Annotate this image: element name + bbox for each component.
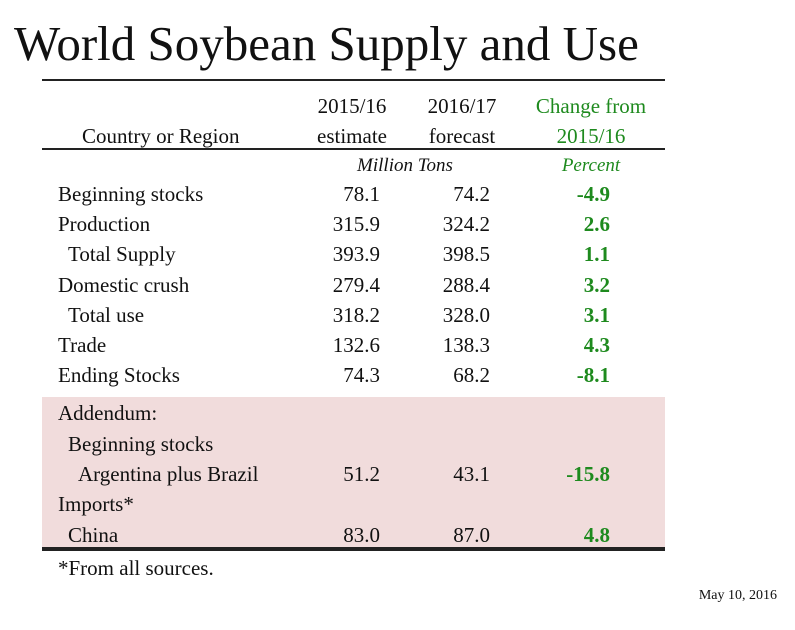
table-row: Total Supply 393.9 398.5 1.1	[0, 239, 795, 269]
percent-label: Percent	[561, 155, 621, 176]
date: May 10, 2016	[698, 588, 777, 603]
value-2016-17: 324.2	[442, 212, 490, 237]
addendum-beginning-stocks: Beginning stocks	[68, 432, 214, 456]
row-label: Trade	[58, 333, 107, 357]
value-2016-17: 328.0	[442, 302, 490, 327]
addendum-heading: Addendum:	[58, 401, 158, 425]
value-change: 4.8	[583, 523, 610, 547]
value-2015-16: 74.3	[343, 363, 380, 388]
table-row: Domestic crush 279.4 288.4 3.2	[0, 270, 795, 300]
addendum-imports: Imports*	[58, 492, 134, 516]
row-label: Total Supply	[68, 242, 176, 267]
table-row: Ending Stocks 74.3 68.2 -8.1	[0, 360, 795, 390]
row-label: Ending Stocks	[58, 363, 180, 388]
value-2015-16: 83.0	[343, 523, 380, 547]
col3-header-line1: Change from	[535, 94, 647, 118]
col3-header-line2: 2015/16	[556, 124, 626, 148]
col1-header-year: 2015/16	[317, 94, 387, 118]
row-label: Beginning stocks	[58, 182, 204, 206]
value-2015-16: 78.1	[343, 182, 380, 206]
bottom-rule	[42, 547, 665, 551]
value-2015-16: 279.4	[332, 272, 380, 297]
value-2016-17: 43.1	[453, 462, 490, 486]
footnote: *From all sources.	[58, 556, 214, 580]
addendum-heading-row: Addendum:	[0, 398, 795, 428]
col2-header-type: forecast	[428, 124, 496, 148]
value-2016-17: 138.3	[442, 333, 490, 357]
value-2016-17: 87.0	[453, 523, 490, 547]
value-change: 4.3	[583, 333, 610, 357]
table-row: Trade 132.6 138.3 4.3	[0, 330, 795, 360]
table-row: Beginning stocks 78.1 74.2 -4.9	[0, 179, 795, 209]
value-change: -15.8	[566, 462, 610, 486]
addendum-section	[42, 397, 665, 547]
table-row: China 83.0 87.0 4.8	[0, 520, 795, 550]
value-2015-16: 132.6	[332, 333, 380, 357]
divider	[42, 79, 665, 81]
table-row: Production 315.9 324.2 2.6	[0, 209, 795, 239]
value-change: 2.6	[583, 212, 610, 237]
value-2016-17: 398.5	[442, 242, 490, 267]
table-row: Total use 318.2 328.0 3.1	[0, 300, 795, 330]
units-label: Million Tons	[357, 155, 453, 176]
col1-header-type: estimate	[317, 124, 387, 148]
row-label: Total use	[68, 302, 145, 327]
value-change: -4.9	[576, 182, 610, 206]
addendum-sub-row: Beginning stocks	[0, 429, 795, 459]
addendum-sub-row: Imports*	[0, 489, 795, 519]
value-2015-16: 393.9	[332, 242, 380, 267]
table-row: Argentina plus Brazil 51.2 43.1 -15.8	[0, 459, 795, 489]
value-change: 3.1	[583, 302, 610, 327]
row-label: Domestic crush	[58, 272, 190, 297]
row-label: Production	[58, 212, 151, 237]
row-label: Argentina plus Brazil	[78, 462, 259, 486]
value-change: 3.2	[583, 272, 610, 297]
page-title: World Soybean Supply and Use	[14, 16, 639, 71]
value-2015-16: 315.9	[332, 212, 380, 237]
row-label: China	[68, 523, 119, 547]
value-2016-17: 288.4	[442, 272, 490, 297]
divider	[42, 148, 665, 150]
region-header: Country or Region	[82, 124, 240, 148]
value-2015-16: 318.2	[332, 302, 380, 327]
value-change: 1.1	[583, 242, 610, 267]
col2-header-year: 2016/17	[427, 94, 497, 118]
value-2015-16: 51.2	[343, 462, 380, 486]
value-2016-17: 68.2	[453, 363, 490, 388]
value-2016-17: 74.2	[453, 182, 490, 206]
value-change: -8.1	[576, 363, 610, 388]
